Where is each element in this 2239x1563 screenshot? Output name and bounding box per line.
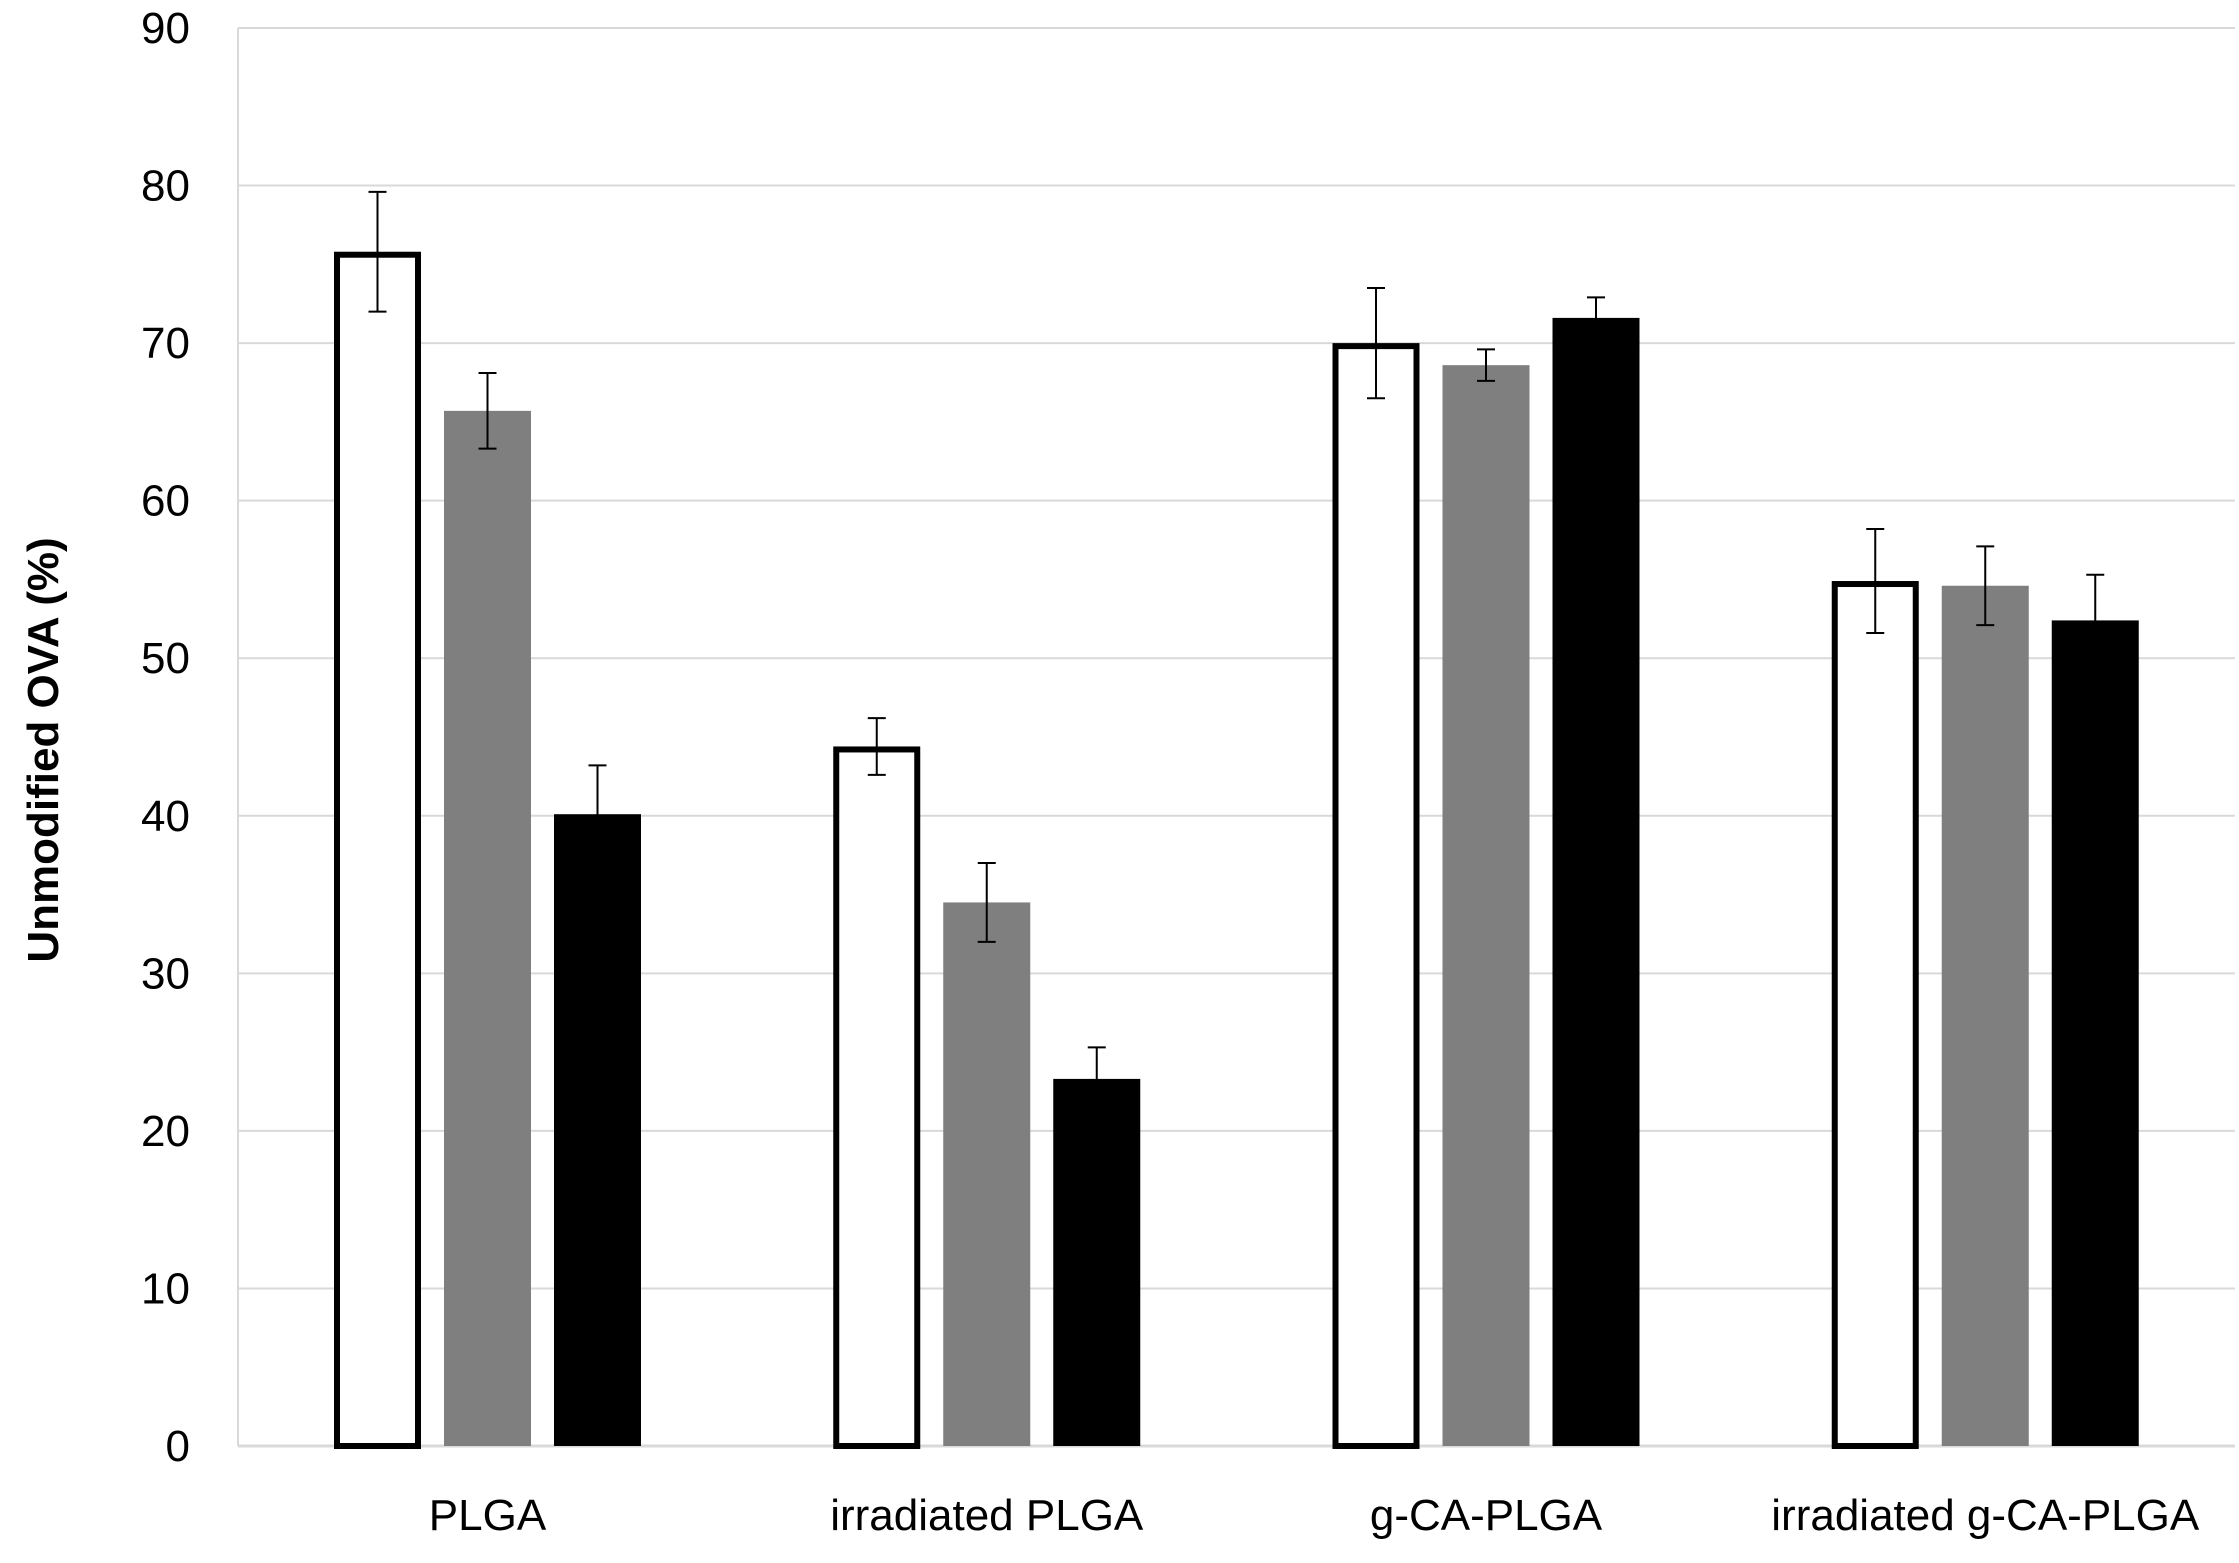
axes xyxy=(237,28,2235,1448)
bar-plga-series-3 xyxy=(554,814,641,1446)
bar-irradiated-plga-series-2 xyxy=(943,902,1031,1446)
bar-irradiated-plga-series-3 xyxy=(1053,1078,1141,1446)
bar-irradiated-g-ca-plga-series-3 xyxy=(2051,620,2139,1446)
x-category-label: g-CA-PLGA xyxy=(1370,1491,1603,1540)
y-tick-label: 30 xyxy=(141,949,190,998)
y-tick-label: 60 xyxy=(141,477,190,526)
bar-plga-series-1 xyxy=(334,251,421,1449)
x-category-label: irradiated g-CA-PLGA xyxy=(1771,1491,2200,1540)
y-tick-label: 0 xyxy=(166,1422,190,1471)
y-tick-label: 40 xyxy=(141,792,190,841)
error-bars xyxy=(368,190,2105,1112)
labels: 0 10 20 30 40 50 60 70 80 90 PLGA irradiated PLGA g-… xyxy=(141,4,2200,1540)
x-category-label: irradiated PLGA xyxy=(830,1491,1144,1540)
y-tick-label: 80 xyxy=(141,162,190,211)
y-tick-label: 70 xyxy=(141,319,190,368)
bar-irradiated-g-ca-plga-series-1 xyxy=(1831,581,1919,1449)
bar-plga-series-2 xyxy=(444,410,531,1446)
bar-irradiated-plga-series-1 xyxy=(833,746,921,1449)
bars xyxy=(334,251,2139,1450)
bar-g-ca-plga-series-3 xyxy=(1552,317,1640,1446)
bar-g-ca-plga-series-1 xyxy=(1332,343,1420,1450)
bar-irradiated-g-ca-plga-series-2 xyxy=(1941,585,2029,1446)
y-tick-label: 10 xyxy=(141,1264,190,1313)
y-tick-label: 20 xyxy=(141,1107,190,1156)
bar-g-ca-plga-series-2 xyxy=(1442,365,1530,1446)
gridlines xyxy=(238,27,2235,1447)
y-tick-label: 50 xyxy=(141,634,190,683)
y-tick-label: 90 xyxy=(141,4,190,53)
y-axis-title: Unmodified OVA (%) xyxy=(19,537,68,962)
x-category-label: PLGA xyxy=(429,1491,547,1540)
